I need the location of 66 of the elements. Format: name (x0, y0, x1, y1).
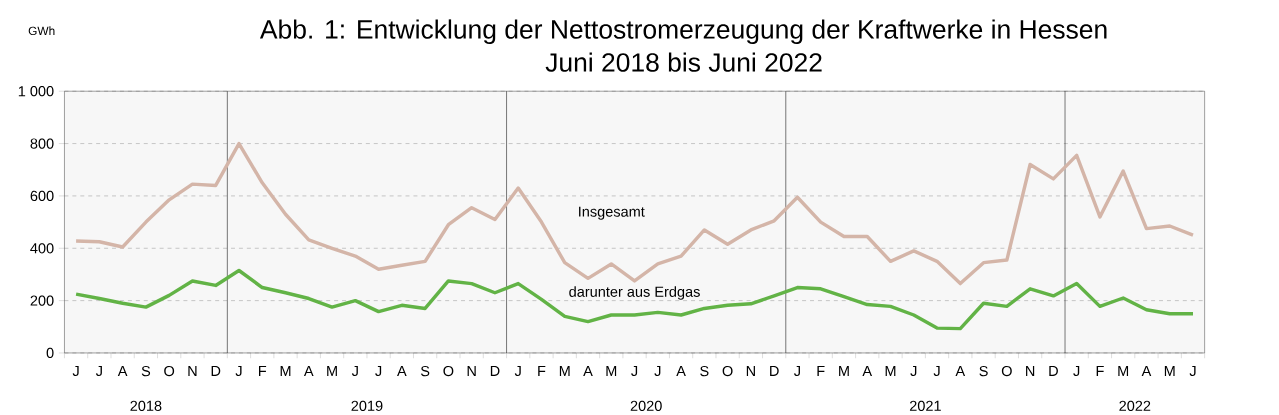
x-tick-label: J (72, 365, 79, 376)
x-tick-label: O (722, 365, 733, 377)
text: 2020 (630, 400, 662, 411)
x-tick-label: J (1189, 365, 1196, 376)
y-tick-label: 400 (30, 242, 54, 254)
x-tick-label: S (141, 365, 151, 377)
x-tick-label: S (979, 365, 988, 377)
x-tick-label: J (95, 365, 102, 376)
x-tick-label: M (327, 365, 337, 376)
series-label: darunter aus Erdgas (569, 286, 700, 300)
x-tick-label: J (933, 365, 940, 376)
x-tick-label: O (443, 365, 454, 377)
text: 2022 (1119, 400, 1151, 411)
chart-title: Abb. 1: Entwicklung der Nettostromerzeugung der Kraftwerke in Hessen Juni 2018 bis Juni 2022 (259, 19, 1107, 72)
x-tick-label: S (700, 365, 709, 377)
x-tick-label: J (794, 365, 800, 376)
x-tick-label: M (606, 365, 617, 376)
x-tick-label: A (303, 365, 314, 376)
x-tick-label: A (676, 365, 686, 376)
y-axis-title: GWh (28, 26, 55, 35)
x-tick-label: A (583, 365, 593, 376)
x-tick-label: N (188, 365, 197, 376)
y-tick-label: 800 (30, 138, 54, 149)
x-tick-label: M (1118, 365, 1129, 376)
x-tick-label: J (514, 365, 521, 376)
text: 2018 (130, 400, 162, 411)
x-tick-label: M (885, 365, 896, 376)
x-tick-label: D (770, 365, 779, 376)
x-tick-label: O (1001, 365, 1012, 377)
x-tick-label: J (1073, 365, 1080, 376)
x-tick-label: M (280, 365, 291, 376)
x-tick-label: J (910, 365, 917, 376)
x-tick-label: J (654, 365, 661, 376)
x-tick-label: J (375, 365, 382, 376)
y-tick-label: 200 (30, 295, 54, 306)
x-tick-label: N (467, 365, 476, 376)
y-tick-label: 1 000 (18, 85, 54, 97)
x-tick-label: N (746, 365, 755, 376)
x-tick-label: M (559, 365, 570, 376)
x-tick-label: A (117, 365, 128, 376)
x-tick-label: A (1141, 365, 1152, 376)
x-tick-label: S (420, 365, 430, 377)
line-series (74, 268, 1195, 331)
line-series (74, 141, 1195, 286)
x-tick-label: F (817, 365, 825, 376)
text: 2019 (351, 400, 383, 411)
x-tick-label: J (631, 365, 638, 376)
x-tick-label: D (490, 365, 500, 376)
text: Insgesamt (579, 206, 645, 220)
x-tick-label: A (955, 365, 966, 376)
x-tick-label: F (538, 365, 546, 376)
x-tick-label: J (235, 365, 242, 376)
x-tick-label: D (1049, 365, 1058, 376)
y-tick-label: 0 (46, 347, 54, 358)
x-tick-label: M (839, 365, 849, 376)
y-tick-label: 600 (30, 190, 54, 201)
x-tick-label: A (862, 365, 873, 376)
x-tick-label: A (397, 365, 407, 376)
x-tick-label: N (1026, 365, 1035, 376)
x-tick-label: D (211, 365, 221, 376)
x-tick-label: J (351, 365, 358, 376)
x-tick-label: F (259, 365, 267, 376)
x-tick-label: O (164, 365, 175, 377)
text: 2021 (909, 400, 941, 411)
x-tick-label: M (1164, 365, 1175, 376)
x-tick-label: F (1096, 365, 1104, 376)
